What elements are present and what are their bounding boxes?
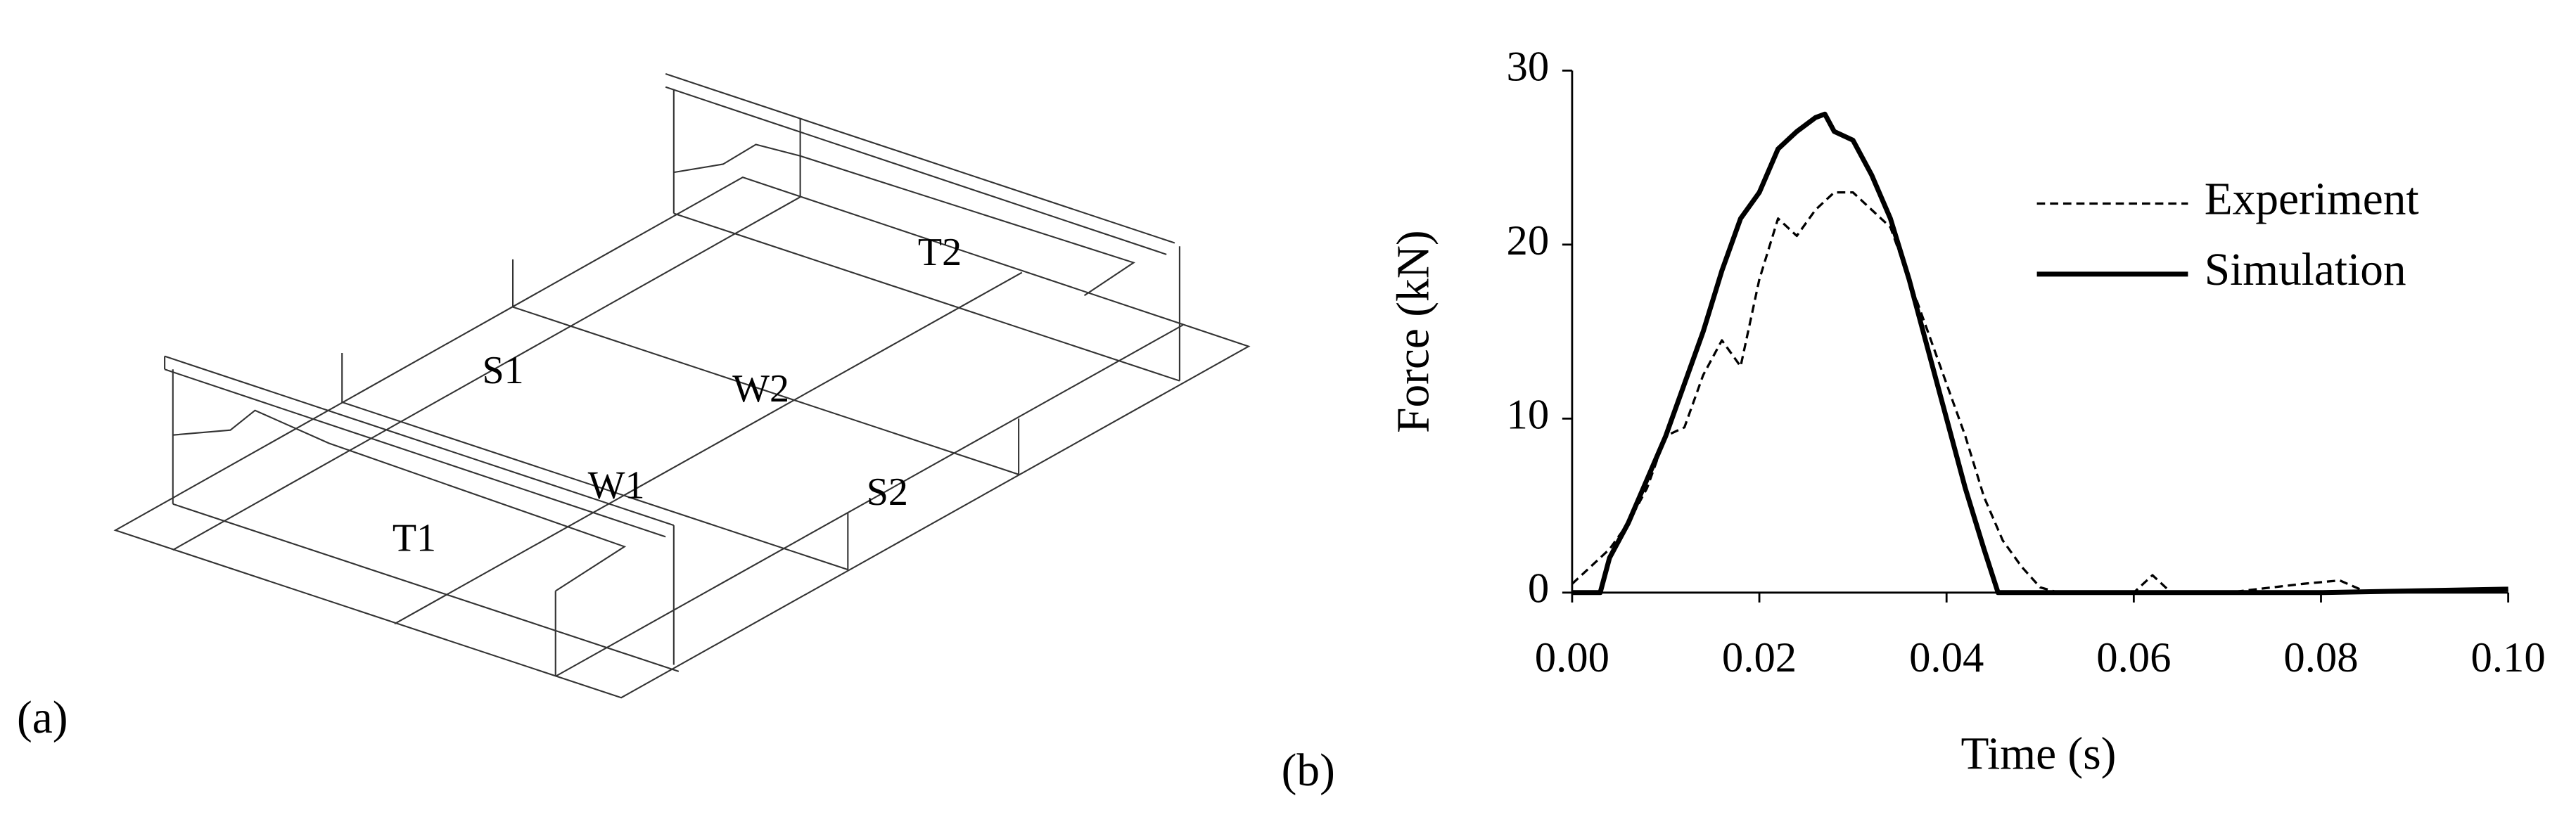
y-axis-label: Force (kN) — [1388, 230, 1439, 433]
region-label: S1 — [482, 349, 523, 392]
x-tick-label: 0.00 — [1535, 634, 1609, 681]
wireframe — [113, 73, 1251, 699]
region-label: W1 — [588, 464, 645, 508]
y-tick-label: 20 — [1507, 217, 1550, 264]
panel-label: (a) — [17, 693, 68, 743]
profile — [172, 409, 627, 592]
flange — [665, 86, 1167, 255]
flange — [665, 73, 1175, 244]
x-axis-label: Time (s) — [1960, 729, 2116, 780]
edge — [673, 212, 1180, 382]
series-line — [1571, 191, 2508, 594]
x-tick-label: 0.02 — [1722, 634, 1797, 681]
flange — [164, 355, 675, 527]
region-label: W2 — [732, 367, 789, 411]
region-label: T2 — [918, 231, 962, 274]
panel-label: (b) — [1282, 745, 1335, 796]
series-line — [1571, 111, 2508, 596]
profile — [673, 143, 1135, 297]
edge — [172, 503, 680, 672]
x-tick-label: 0.06 — [2096, 634, 2171, 681]
edge — [555, 324, 1184, 677]
edge — [172, 196, 801, 551]
edge — [512, 306, 1019, 475]
y-tick-label: 0 — [1528, 565, 1549, 612]
edge — [394, 271, 1023, 625]
y-tick-label: 30 — [1507, 43, 1550, 90]
legend-label: Simulation — [2205, 245, 2406, 295]
region-label: T1 — [393, 516, 436, 560]
legend-label: Experiment — [2205, 174, 2419, 224]
x-tick-label: 0.08 — [2283, 634, 2358, 681]
flange — [164, 368, 666, 538]
y-tick-label: 10 — [1507, 391, 1550, 438]
region-label: S2 — [867, 470, 908, 514]
x-tick-label: 0.10 — [2471, 634, 2546, 681]
base-plate — [113, 176, 1251, 699]
edge — [341, 401, 848, 571]
x-tick-label: 0.04 — [1909, 634, 1984, 681]
